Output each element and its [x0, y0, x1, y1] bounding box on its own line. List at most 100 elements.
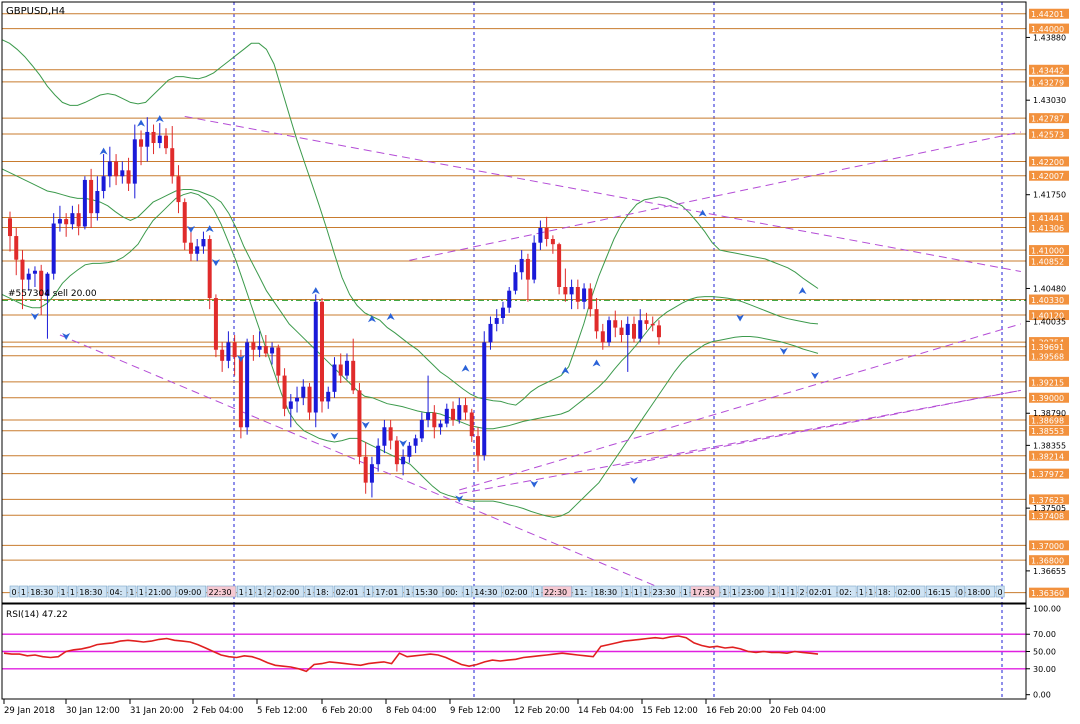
fractal-up-4 — [311, 287, 320, 295]
candle-47 — [301, 379, 306, 406]
fractal-down-7 — [399, 440, 408, 448]
candle-body-60 — [382, 427, 387, 446]
fractal-up-10 — [698, 209, 707, 217]
candle-97 — [613, 310, 618, 338]
candle-61 — [388, 419, 393, 450]
candle-body-98 — [619, 327, 624, 335]
session-box-51 — [925, 585, 956, 598]
price-tick-label-6: 1.38355 — [1033, 441, 1066, 450]
level-label-5: 1.42573 — [1031, 130, 1064, 139]
session-label-9: 21:00 — [148, 588, 171, 597]
order-annotation: #557304 sell 20.00 — [8, 289, 97, 299]
time-tick-label-10: 15 Feb 12:00 — [642, 706, 698, 716]
session-label-0: 0 — [12, 588, 17, 597]
candle-77 — [488, 316, 493, 350]
level-tag-9 — [1029, 222, 1069, 233]
candle-body-88 — [557, 244, 562, 287]
level-label-21: 1.38214 — [1031, 452, 1064, 461]
candle-body-42 — [270, 347, 275, 354]
session-box-18 — [314, 585, 334, 598]
fractal-up-9 — [592, 359, 601, 367]
candle-63 — [401, 449, 406, 476]
candle-72 — [457, 397, 462, 424]
candle-60 — [382, 419, 387, 454]
candle-body-89 — [563, 286, 568, 295]
candle-body-40 — [257, 346, 262, 350]
session-box-52 — [956, 585, 965, 598]
candle-body-83 — [525, 258, 530, 280]
candle-11 — [76, 204, 81, 236]
level-tag-10 — [1029, 245, 1069, 256]
session-box-11 — [206, 585, 237, 598]
level-label-20: 1.38553 — [1031, 427, 1064, 436]
session-box-0 — [9, 585, 19, 598]
candle-body-87 — [550, 239, 555, 245]
candle-46 — [295, 386, 300, 413]
time-tick-label-0: 29 Jan 2018 — [4, 706, 55, 716]
rsi-title: RSI(14) 47.22 — [6, 610, 68, 620]
candle-body-94 — [594, 309, 599, 332]
level-label-1: 1.44000 — [1031, 25, 1064, 34]
level-tag-15 — [1029, 341, 1069, 352]
candle-15 — [101, 154, 106, 199]
candle-body-10 — [70, 213, 75, 225]
session-label-23: 15:30 — [415, 588, 438, 597]
candle-body-53 — [338, 364, 343, 376]
session-label-3: 1 — [61, 588, 66, 597]
candle-20 — [132, 124, 137, 199]
session-box-33 — [631, 585, 641, 598]
fractal-up-2 — [155, 115, 164, 123]
candle-body-64 — [407, 445, 412, 457]
rsi-tick-label-0: 100.00 — [1033, 604, 1061, 613]
fractal-down-11 — [736, 314, 745, 322]
level-tag-11 — [1029, 256, 1069, 267]
boll-mid-line — [1, 168, 819, 430]
fractal-up-6 — [386, 313, 395, 321]
session-box-29 — [542, 585, 572, 598]
candle-body-23 — [151, 131, 156, 144]
trendline-5 — [621, 389, 1021, 467]
session-label-17: 1 — [307, 588, 312, 597]
candle-84 — [532, 235, 537, 284]
candle-70 — [444, 403, 449, 428]
session-label-29: 22:30 — [544, 588, 567, 597]
candle-40 — [257, 331, 262, 358]
candle-37 — [238, 349, 243, 439]
candle-51 — [326, 386, 331, 409]
candle-body-85 — [538, 227, 543, 243]
candle-17 — [114, 154, 119, 186]
candle-body-47 — [301, 386, 306, 398]
fractal-down-12 — [779, 347, 788, 355]
candle-89 — [563, 268, 568, 302]
chart-title: GBPUSD,H4 — [6, 6, 65, 17]
candle-50 — [320, 298, 324, 413]
session-label-26: 14:30 — [474, 588, 497, 597]
candle-1 — [14, 227, 19, 276]
level-tag-17 — [1029, 376, 1069, 387]
candle-64 — [407, 442, 412, 463]
level-tag-18 — [1029, 392, 1069, 403]
fractal-down-0 — [30, 313, 39, 321]
session-box-26 — [472, 585, 503, 598]
candle-body-3 — [26, 273, 31, 280]
candle-body-56 — [357, 390, 362, 457]
candle-95 — [600, 323, 605, 350]
price-tick-label-1: 1.43030 — [1033, 96, 1066, 105]
fractal-up-0 — [99, 147, 108, 155]
fractal-down-10 — [630, 476, 638, 484]
candle-104 — [656, 320, 661, 345]
candle-body-63 — [401, 456, 406, 465]
candle-14 — [95, 176, 100, 221]
session-box-46 — [837, 585, 857, 598]
candle-24 — [157, 123, 162, 149]
candle-body-93 — [588, 288, 593, 310]
candle-body-9 — [64, 219, 69, 225]
candle-30 — [195, 239, 200, 262]
session-label-35: 23:30 — [653, 588, 676, 597]
candle-59 — [376, 438, 381, 472]
candle-body-31 — [201, 239, 206, 247]
session-box-24 — [443, 585, 463, 598]
level-label-17: 1.39215 — [1031, 378, 1064, 387]
session-box-4 — [68, 585, 77, 598]
session-box-2 — [28, 585, 59, 598]
